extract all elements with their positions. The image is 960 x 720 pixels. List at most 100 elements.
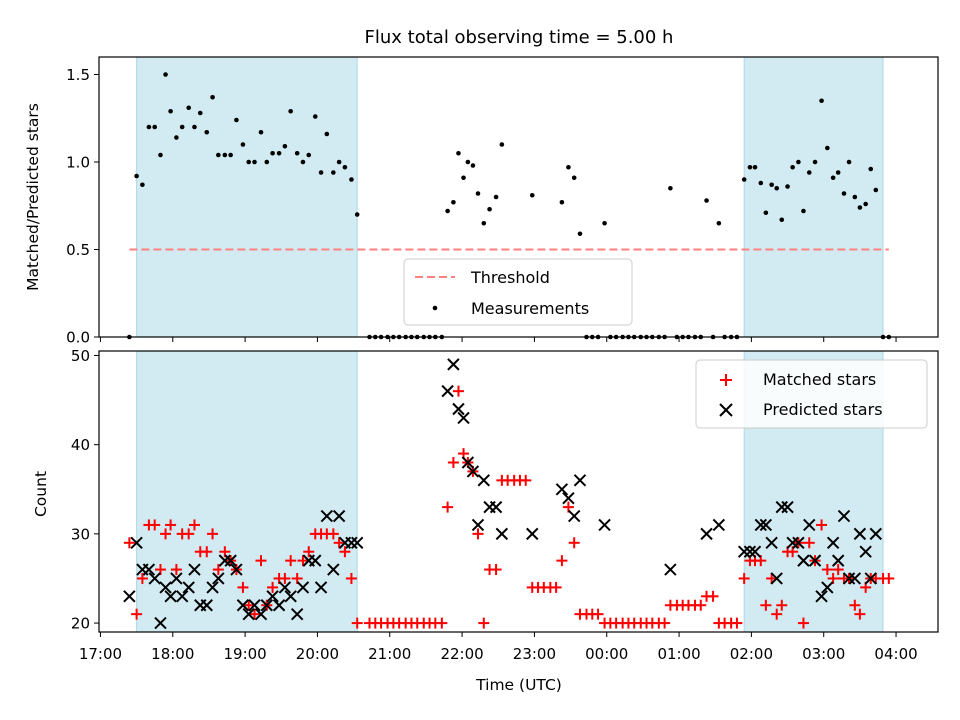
predicted-star-point xyxy=(332,509,346,523)
measurement-point xyxy=(146,124,152,130)
predicted-star-point xyxy=(700,527,713,541)
measurement-point xyxy=(571,175,577,181)
measurement-point xyxy=(306,152,312,158)
top-y-tick-label: 0.5 xyxy=(66,241,90,259)
matched-star-point xyxy=(776,599,788,611)
matched-star-point xyxy=(695,599,707,611)
top-x-ticks xyxy=(99,337,897,342)
matched-stars-series xyxy=(123,385,895,629)
measurement-point xyxy=(152,124,157,130)
measurement-point xyxy=(342,164,348,170)
predicted-star-point xyxy=(309,554,322,567)
matched-star-point xyxy=(351,617,363,629)
bottom-shaded-region xyxy=(136,350,358,633)
measurement-point xyxy=(179,124,185,130)
predicted-star-point xyxy=(837,509,851,523)
matched-star-point xyxy=(447,457,459,469)
x-tick-label: 04:00 xyxy=(874,645,917,663)
measurement-point xyxy=(465,159,471,165)
top-shaded-regions xyxy=(136,56,884,338)
predicted-star-point xyxy=(821,581,834,594)
matched-star-point xyxy=(849,599,861,611)
predicted-star-point xyxy=(754,518,768,532)
predicted-star-point xyxy=(164,590,177,603)
matched-star-point xyxy=(816,519,828,531)
count-panel: 20 30 40 50 17:00 18:00 19:00 20:00 21:00 22:00 2… xyxy=(32,347,939,694)
x-tick-label: 02:00 xyxy=(730,645,773,663)
bottom-y-tick-label: 40 xyxy=(71,436,90,454)
predicted-star-point xyxy=(869,527,883,541)
measurement-point xyxy=(825,145,830,151)
predicted-star-point xyxy=(123,590,136,603)
x-tick-label: 01:00 xyxy=(657,645,700,663)
matched-star-point xyxy=(452,385,464,397)
matched-star-point xyxy=(478,617,490,629)
matched-star-point xyxy=(787,546,799,558)
predicted-star-point xyxy=(466,465,480,478)
measurement-point xyxy=(481,220,487,226)
measurement-point xyxy=(806,170,812,175)
matched-star-point xyxy=(797,617,809,629)
predicted-star-point xyxy=(495,527,509,541)
predicted-star-point xyxy=(351,536,364,550)
top-shaded-region xyxy=(743,56,884,338)
measurement-point xyxy=(566,164,571,170)
x-tick-label: 19:00 xyxy=(223,645,266,663)
top-axes-frame xyxy=(98,56,939,338)
measurement-point xyxy=(857,205,863,210)
top-y-tick-label: 1.0 xyxy=(66,154,90,172)
matched-star-point xyxy=(436,617,448,629)
bottom-y-tick-label: 30 xyxy=(71,525,90,543)
measurement-point xyxy=(228,152,233,158)
predicted-star-point xyxy=(786,536,799,550)
top-legend-box xyxy=(403,258,633,326)
matched-star-point xyxy=(803,537,815,549)
matched-star-point xyxy=(219,546,231,558)
matched-star-point xyxy=(327,528,339,540)
predicted-star-point xyxy=(200,599,213,612)
measurement-point xyxy=(716,220,722,226)
measurement-point xyxy=(790,164,795,170)
bottom-y-tick-label: 20 xyxy=(71,615,90,633)
x-tick-label: 18:00 xyxy=(151,645,194,663)
legend-predicted-swatch xyxy=(719,403,733,417)
predicted-star-point xyxy=(272,599,286,612)
measurement-point xyxy=(846,159,852,165)
measurement-point xyxy=(163,72,168,77)
predicted-star-point xyxy=(345,536,358,550)
predicted-star-point xyxy=(327,563,340,576)
measurement-point xyxy=(264,159,270,165)
measurement-point xyxy=(324,131,330,137)
predicted-star-point xyxy=(224,554,237,567)
matched-star-point xyxy=(131,608,143,620)
predicted-star-point xyxy=(154,616,167,630)
measurement-point xyxy=(559,199,565,205)
top-y-tick-label: 1.5 xyxy=(66,66,90,84)
matched-star-point xyxy=(165,519,177,531)
measurement-point xyxy=(852,194,858,200)
matched-star-point xyxy=(731,617,743,629)
matched-star-point xyxy=(339,546,351,558)
measurement-point xyxy=(747,164,753,170)
predicted-star-point xyxy=(562,491,575,505)
predicted-star-point xyxy=(792,536,805,550)
matched-star-point xyxy=(237,581,249,593)
matched-star-point xyxy=(136,572,148,584)
predicted-star-point xyxy=(737,545,751,558)
matched-star-point xyxy=(490,564,502,576)
predicted-star-point xyxy=(320,509,334,523)
matched-star-point xyxy=(207,528,219,540)
measurement-point xyxy=(741,177,747,182)
predicted-star-point xyxy=(573,474,587,487)
matched-star-point xyxy=(442,501,454,513)
predicted-star-point xyxy=(808,554,822,567)
top-y-axis-label: Matched/Predicted stars xyxy=(24,103,42,291)
bottom-y-tick-label: 50 xyxy=(71,347,90,365)
matched-star-point xyxy=(123,537,135,549)
predicted-star-point xyxy=(797,554,810,567)
ratio-panel: 0.0 0.5 1.0 1.5 Matched/Predicted stars Thr… xyxy=(24,56,939,347)
x-tick-label: 00:00 xyxy=(585,645,628,663)
matched-star-point xyxy=(249,608,261,620)
bottom-axes-frame xyxy=(98,350,939,633)
x-tick-label: 21:00 xyxy=(368,645,411,663)
